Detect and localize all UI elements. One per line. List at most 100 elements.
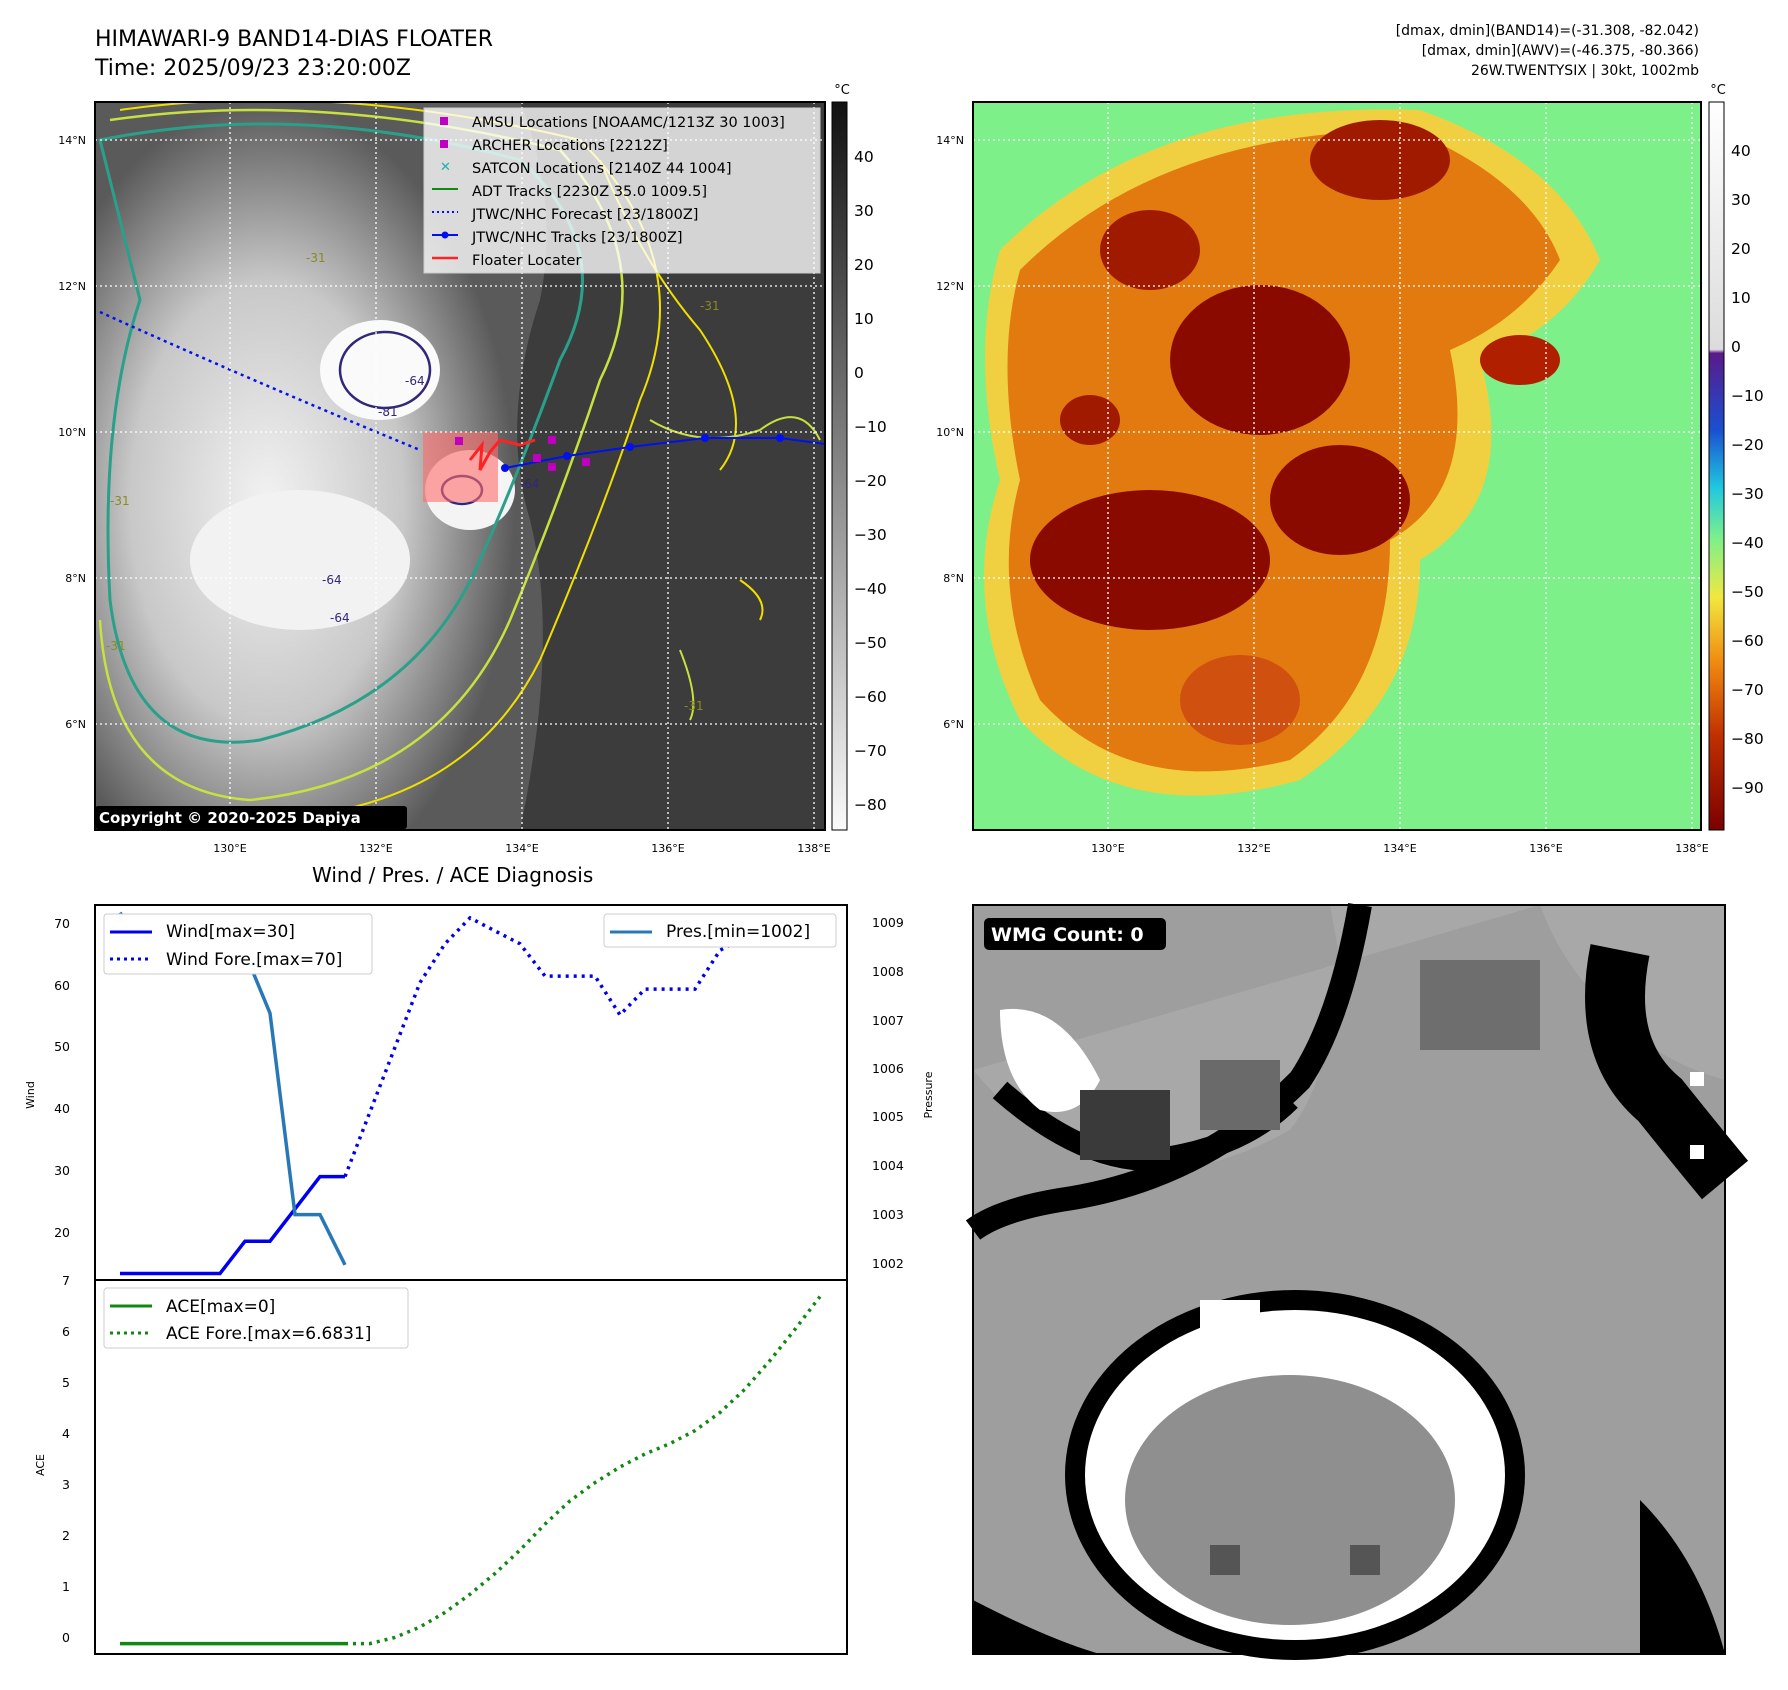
svg-text:−40: −40 xyxy=(1731,534,1764,552)
svg-text:−70: −70 xyxy=(1731,681,1764,699)
svg-text:1008: 1008 xyxy=(872,964,904,979)
svg-text:1: 1 xyxy=(62,1579,70,1594)
svg-text:138°E: 138°E xyxy=(797,842,830,855)
lon-ticks-right: 130°E 132°E 134°E 136°E 138°E xyxy=(1091,842,1708,855)
svg-text:12°N: 12°N xyxy=(936,280,964,293)
svg-text:−50: −50 xyxy=(1731,583,1764,601)
svg-text:6°N: 6°N xyxy=(65,718,86,731)
lat-ticks-left: 14°N 12°N 10°N 8°N 6°N xyxy=(58,134,86,731)
svg-text:6°N: 6°N xyxy=(943,718,964,731)
svg-text:50: 50 xyxy=(54,1039,70,1054)
svg-text:130°E: 130°E xyxy=(1091,842,1124,855)
svg-text:10°N: 10°N xyxy=(936,426,964,439)
svg-text:134°E: 134°E xyxy=(1383,842,1416,855)
lat-ticks-right: 14°N 12°N 10°N 8°N 6°N xyxy=(936,134,964,731)
series-line-1 xyxy=(345,1295,822,1646)
gray-colorbar-ticks: 40 30 20 10 0 −10 −20 −30 −40 −50 −60 −7… xyxy=(854,148,887,814)
legend-label: Wind Fore.[max=70] xyxy=(166,950,342,970)
svg-text:−90: −90 xyxy=(1731,779,1764,797)
contour-label: -31 xyxy=(306,251,326,265)
svg-text:40: 40 xyxy=(854,148,874,166)
legend-label: SATCON Locations [2140Z 44 1004] xyxy=(472,161,731,177)
svg-text:−30: −30 xyxy=(854,526,887,544)
svg-text:0: 0 xyxy=(62,1630,70,1645)
svg-text:20: 20 xyxy=(1731,240,1751,258)
contour-label: -64 xyxy=(330,611,350,625)
svg-text:30: 30 xyxy=(54,1163,70,1178)
svg-text:−50: −50 xyxy=(854,634,887,652)
svg-text:30: 30 xyxy=(854,202,874,220)
ace-legend: ACE[max=0] ACE Fore.[max=6.6831] xyxy=(103,1287,409,1349)
svg-text:1002: 1002 xyxy=(872,1256,904,1271)
svg-text:−10: −10 xyxy=(854,418,887,436)
square-marker-icon xyxy=(440,117,448,125)
pressure-y-ticks: 1009 1008 1007 1006 1005 1004 1003 1002 xyxy=(872,915,904,1271)
color-colorbar-ticks: 40 30 20 10 0 −10 −20 −30 −40 −50 −60 −7… xyxy=(1731,142,1764,797)
color-colorbar xyxy=(1708,101,1725,831)
legend-label: ACE[max=0] xyxy=(166,1297,275,1317)
wmg-panel: WMG Count: 0 xyxy=(965,902,1749,1660)
svg-text:1007: 1007 xyxy=(872,1013,904,1028)
svg-text:−60: −60 xyxy=(854,688,887,706)
svg-text:3: 3 xyxy=(62,1477,70,1492)
wind-legend: Wind[max=30] Wind Fore.[max=70] xyxy=(103,913,373,975)
contour-label: -64 xyxy=(322,573,342,587)
svg-text:−80: −80 xyxy=(854,796,887,814)
svg-text:1006: 1006 xyxy=(872,1061,904,1076)
legend-label: AMSU Locations [NOAAMC/1213Z 30 1003] xyxy=(472,115,785,131)
contour-label: -31 xyxy=(110,494,130,508)
pressure-axis-label: Pressure xyxy=(922,1071,935,1118)
color-ir-map-panel xyxy=(973,102,1701,830)
legend-label: JTWC/NHC Tracks [23/1800Z] xyxy=(471,230,683,246)
svg-text:2: 2 xyxy=(62,1528,70,1543)
gray-colorbar xyxy=(831,101,848,831)
svg-text:132°E: 132°E xyxy=(1237,842,1270,855)
contour-label: -31 xyxy=(684,699,704,713)
map-legend: ✕ AMSU Locations [NOAAMC/1213Z 30 1003] … xyxy=(423,107,821,274)
svg-text:−80: −80 xyxy=(1731,730,1764,748)
wind-y-ticks: 70 60 50 40 30 20 xyxy=(54,916,70,1240)
svg-text:20: 20 xyxy=(54,1225,70,1240)
info-storm: 26W.TWENTYSIX | 30kt, 1002mb xyxy=(1470,63,1699,79)
svg-text:8°N: 8°N xyxy=(943,572,964,585)
wind-axis-label: Wind xyxy=(24,1081,37,1109)
contour-label: -31 xyxy=(700,299,720,313)
svg-text:12°N: 12°N xyxy=(58,280,86,293)
copyright-badge: Copyright © 2020-2025 Dapiya xyxy=(99,809,361,827)
svg-text:−40: −40 xyxy=(854,580,887,598)
legend-label: ACE Fore.[max=6.6831] xyxy=(166,1324,371,1344)
info-band14: [dmax, dmin](BAND14)=(-31.308, -82.042) xyxy=(1395,23,1699,39)
svg-text:10: 10 xyxy=(854,310,874,328)
svg-text:40: 40 xyxy=(54,1101,70,1116)
svg-text:−30: −30 xyxy=(1731,485,1764,503)
svg-text:1005: 1005 xyxy=(872,1109,904,1124)
svg-text:5: 5 xyxy=(62,1375,70,1390)
contour-label: -81 xyxy=(378,405,398,419)
svg-text:132°E: 132°E xyxy=(359,842,392,855)
svg-text:30: 30 xyxy=(1731,191,1751,209)
contour-label: -64 xyxy=(520,477,540,491)
svg-text:1004: 1004 xyxy=(872,1158,904,1173)
svg-text:10°N: 10°N xyxy=(58,426,86,439)
svg-text:60: 60 xyxy=(54,978,70,993)
legend-label: ARCHER Locations [2212Z] xyxy=(472,138,668,154)
colorbar-unit: °C xyxy=(1710,83,1726,98)
svg-text:−10: −10 xyxy=(1731,387,1764,405)
svg-text:136°E: 136°E xyxy=(1529,842,1562,855)
x-marker-icon: ✕ xyxy=(440,160,451,175)
svg-text:70: 70 xyxy=(54,916,70,931)
lon-ticks-left: 130°E 132°E 134°E 136°E 138°E xyxy=(213,842,830,855)
svg-text:−70: −70 xyxy=(854,742,887,760)
svg-text:7: 7 xyxy=(62,1273,70,1288)
svg-text:130°E: 130°E xyxy=(213,842,246,855)
svg-text:−60: −60 xyxy=(1731,632,1764,650)
legend-label: Wind[max=30] xyxy=(166,922,295,942)
svg-text:20: 20 xyxy=(854,256,874,274)
contour-label: -64 xyxy=(405,374,425,388)
legend-label: JTWC/NHC Forecast [23/1800Z] xyxy=(471,207,698,223)
svg-text:−20: −20 xyxy=(1731,436,1764,454)
legend-label: ADT Tracks [2230Z 35.0 1009.5] xyxy=(472,184,707,200)
square-marker-icon xyxy=(440,140,448,148)
svg-text:14°N: 14°N xyxy=(58,134,86,147)
